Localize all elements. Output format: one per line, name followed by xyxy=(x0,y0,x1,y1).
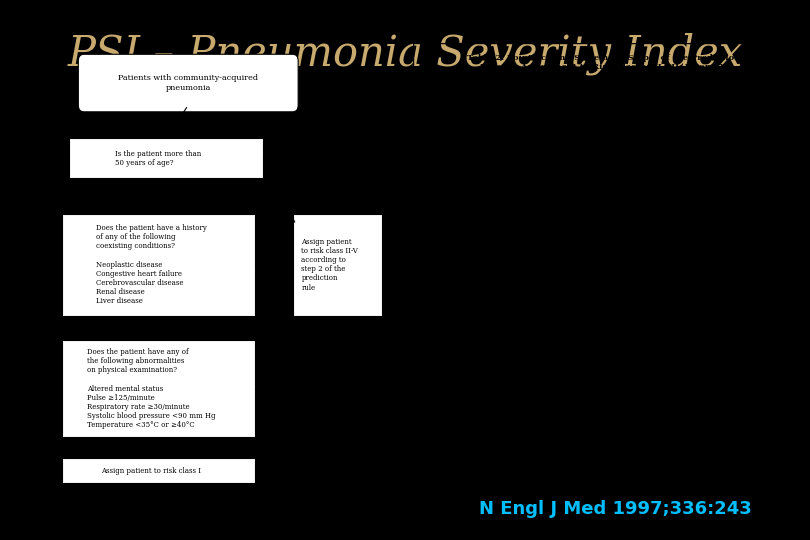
Text: +20: +20 xyxy=(762,290,778,298)
Text: Age (yr): Age (yr) xyxy=(748,140,778,148)
Text: Is the patient more than
50 years of age?: Is the patient more than 50 years of age… xyxy=(115,150,202,167)
Text: +30: +30 xyxy=(762,357,778,366)
Text: No: No xyxy=(136,181,147,189)
Text: +20: +20 xyxy=(762,399,778,407)
Text: Patients with community-acquired
pneumonia: Patients with community-acquired pneumon… xyxy=(118,75,258,92)
Bar xyxy=(62,458,255,483)
Text: Cerebrovascular disease: Cerebrovascular disease xyxy=(428,235,530,244)
Text: Table 2. Point Scoring System for Step 2 of the Prediction
Rule for Assignment t: Table 2. Point Scoring System for Step 2… xyxy=(467,55,740,71)
Text: <60 mm Hg§: <60 mm Hg§ xyxy=(428,453,493,461)
Text: Physical-examination findings: Physical-examination findings xyxy=(428,262,572,271)
Text: +10: +10 xyxy=(762,222,778,230)
Text: Yes: Yes xyxy=(259,376,272,384)
Text: Yes: Yes xyxy=(265,146,277,154)
Text: Congestive heart failure: Congestive heart failure xyxy=(428,222,528,230)
Text: Systolic blood pressure <90 mm Hg: Systolic blood pressure <90 mm Hg xyxy=(428,303,573,312)
Text: Points
Assigned*: Points Assigned* xyxy=(746,89,788,106)
Text: Assign patient to risk class I: Assign patient to risk class I xyxy=(101,467,201,475)
Text: Laboratory and radiographic findings: Laboratory and radiographic findings xyxy=(428,344,607,352)
Text: (11 mmol/liter): (11 mmol/liter) xyxy=(428,385,501,393)
Text: +10: +10 xyxy=(762,467,778,474)
Text: +10: +10 xyxy=(762,235,778,244)
Text: +15: +15 xyxy=(762,317,778,325)
Text: Nursing home resident: Nursing home resident xyxy=(428,167,524,176)
Text: N Engl J Med 1997;336:243: N Engl J Med 1997;336:243 xyxy=(480,501,752,518)
Text: Coexisting illnesses†: Coexisting illnesses† xyxy=(428,181,526,189)
Text: No: No xyxy=(129,438,140,446)
Bar xyxy=(62,340,255,437)
Text: +10: +10 xyxy=(762,426,778,434)
Text: +20: +20 xyxy=(762,208,778,217)
Text: Arterial pH <7.35: Arterial pH <7.35 xyxy=(428,357,505,366)
Bar xyxy=(62,214,255,315)
Text: Age (yr) − 10: Age (yr) − 10 xyxy=(727,154,778,162)
Text: +20: +20 xyxy=(762,303,778,312)
Text: Respiratory rate ≥30/min: Respiratory rate ≥30/min xyxy=(428,290,534,298)
Text: Does the patient have any of
the following abnormalities
on physical examination: Does the patient have any of the followi… xyxy=(87,348,215,429)
Text: Pulse ≥125/min: Pulse ≥125/min xyxy=(428,330,497,339)
Text: Renal disease: Renal disease xyxy=(428,249,488,257)
Text: +10: +10 xyxy=(762,167,778,176)
Text: Men: Men xyxy=(428,140,460,148)
Text: Neoplastic disease: Neoplastic disease xyxy=(428,195,507,203)
Text: Blood urea nitrogen ≥30 mg/dl: Blood urea nitrogen ≥30 mg/dl xyxy=(428,372,555,379)
FancyBboxPatch shape xyxy=(79,55,298,112)
Text: Demographic factor: Demographic factor xyxy=(428,113,523,122)
Text: Characteristic: Characteristic xyxy=(433,94,501,103)
Text: Sodium <130 mmol/liter: Sodium <130 mmol/liter xyxy=(428,399,530,407)
Text: +10: +10 xyxy=(762,330,778,339)
Text: Yes: Yes xyxy=(259,252,272,260)
Text: +30: +30 xyxy=(762,195,778,203)
Text: Pleural effusion: Pleural effusion xyxy=(428,467,496,474)
Text: Does the patient have a history
of any of the following
coexisting conditions?

: Does the patient have a history of any o… xyxy=(96,224,207,306)
Text: Partial pressure of arterial oxygen: Partial pressure of arterial oxygen xyxy=(428,439,566,447)
Text: Hematocrit <30%: Hematocrit <30% xyxy=(428,426,505,434)
Text: Liver disease: Liver disease xyxy=(428,208,486,217)
Text: +10: +10 xyxy=(762,412,778,420)
Text: Altered mental status‡: Altered mental status‡ xyxy=(428,276,522,284)
Bar xyxy=(292,214,382,315)
Text: Glucose >250 mg/dl (14 mmol/liter): Glucose >250 mg/dl (14 mmol/liter) xyxy=(428,412,573,420)
Text: +10: +10 xyxy=(762,249,778,257)
Text: Assign patient
to risk class II-V
according to
step 2 of the
prediction
rule: Assign patient to risk class II-V accord… xyxy=(301,238,358,292)
Text: No: No xyxy=(129,317,140,325)
Text: Women: Women xyxy=(428,154,471,162)
Text: +10: +10 xyxy=(762,439,778,447)
Text: +20: +20 xyxy=(762,372,778,379)
Text: Temperature <35°C or ≥40°C: Temperature <35°C or ≥40°C xyxy=(428,317,552,325)
Text: PSI – Pneumonia Severity Index: PSI – Pneumonia Severity Index xyxy=(67,32,743,75)
Bar xyxy=(69,138,262,178)
Text: +20: +20 xyxy=(762,276,778,284)
Text: Age:: Age: xyxy=(428,127,453,135)
